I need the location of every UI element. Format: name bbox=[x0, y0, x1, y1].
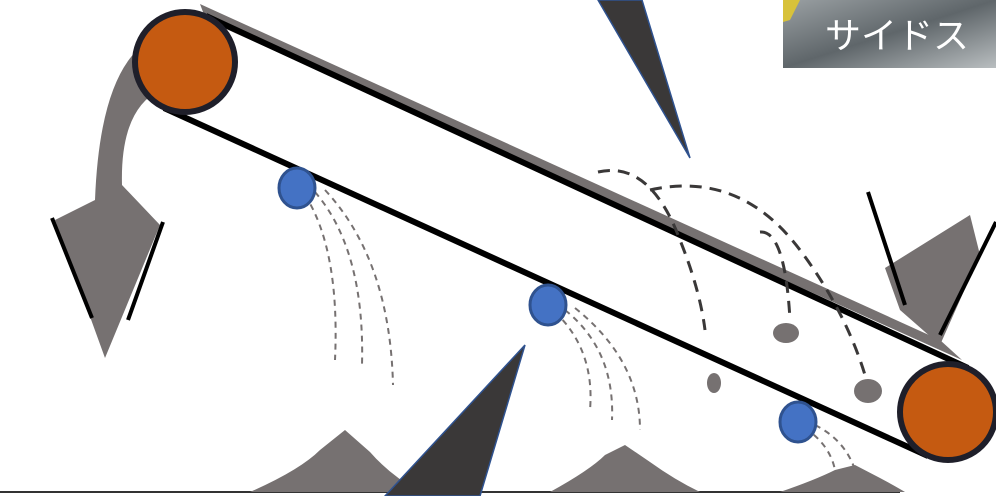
arrow bbox=[55, 40, 160, 358]
thumbnail-label: サイドス bbox=[825, 16, 969, 57]
trails bbox=[304, 189, 856, 471]
particle bbox=[707, 373, 721, 393]
pile bbox=[780, 465, 905, 492]
belt-top bbox=[204, 13, 970, 371]
particle bbox=[528, 283, 568, 327]
thumbnail bbox=[783, 0, 996, 68]
edge-line bbox=[866, 191, 907, 306]
pulley bbox=[132, 9, 238, 115]
particle bbox=[854, 379, 882, 403]
pulley bbox=[897, 361, 996, 463]
thumbnail-accent bbox=[783, 0, 800, 22]
trajectories bbox=[597, 169, 867, 376]
particle bbox=[778, 400, 818, 444]
edge-line bbox=[938, 221, 996, 336]
particle bbox=[773, 323, 799, 343]
pile bbox=[250, 430, 420, 492]
belt-bottom bbox=[162, 105, 930, 459]
pile bbox=[550, 445, 700, 492]
particle bbox=[277, 166, 317, 210]
wedge bbox=[383, 344, 526, 496]
arrow bbox=[885, 215, 980, 345]
belt-shadow bbox=[200, 4, 962, 360]
edge-line bbox=[50, 217, 94, 319]
wedge bbox=[597, 0, 691, 159]
edge-line bbox=[126, 221, 165, 321]
